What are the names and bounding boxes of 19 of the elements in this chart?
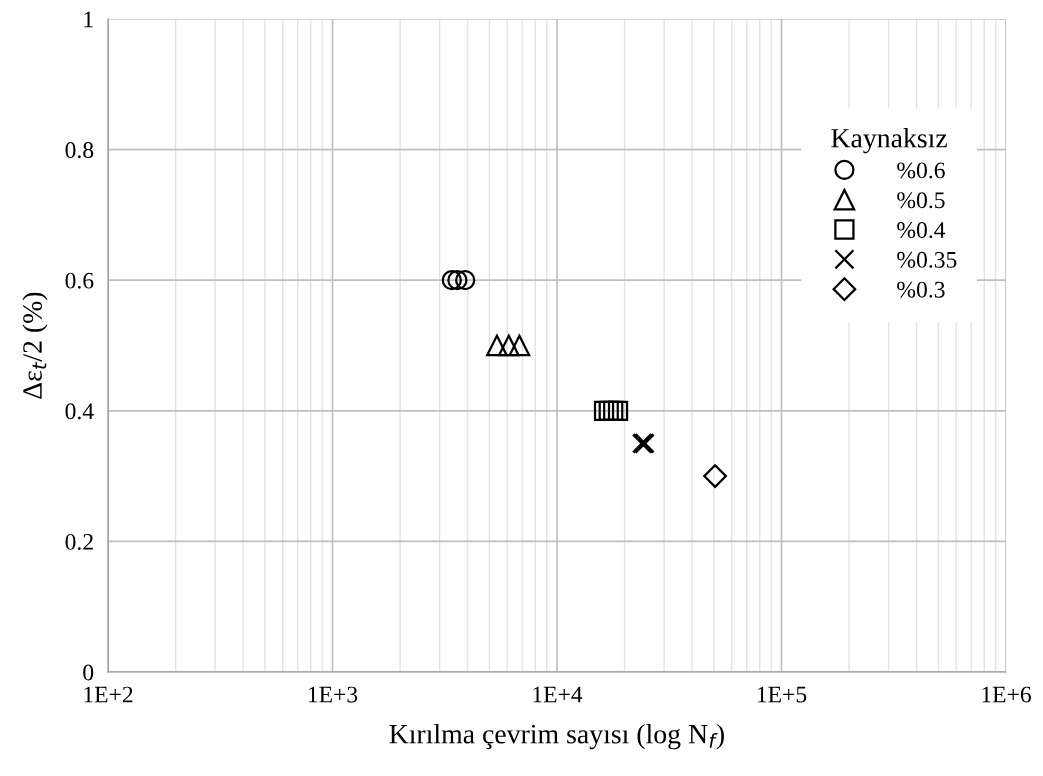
x-tick-label: 1E+2 — [84, 686, 133, 703]
y-tick-label: 0.6 — [65, 272, 94, 289]
y-axis-title: Δε$_{t}$/2 (%) — [22, 292, 48, 399]
y-tick-label: 1 — [84, 11, 93, 28]
x-tick-label: 1E+4 — [533, 686, 583, 703]
legend-label: %0.5 — [897, 192, 945, 209]
x-axis-title: Kırılma çevrim sayısı (log N$_{f}$) — [389, 723, 724, 750]
legend-label: %0.4 — [897, 222, 946, 239]
legend-label: %0.3 — [897, 281, 945, 298]
legend-label: %0.6 — [897, 162, 945, 179]
y-tick-label: 0.8 — [65, 142, 94, 159]
y-tick-label: 0.4 — [65, 403, 94, 420]
y-tick-label: 0.2 — [65, 533, 93, 550]
x-tick-label: 1E+3 — [308, 686, 358, 703]
x-tick-label: 1E+6 — [982, 686, 1031, 703]
x-tick-label: 1E+5 — [757, 686, 807, 703]
legend-label: %0.35 — [897, 251, 957, 268]
y-tick-label: 0 — [83, 664, 94, 681]
legend-title: Kaynaksız — [831, 128, 947, 154]
